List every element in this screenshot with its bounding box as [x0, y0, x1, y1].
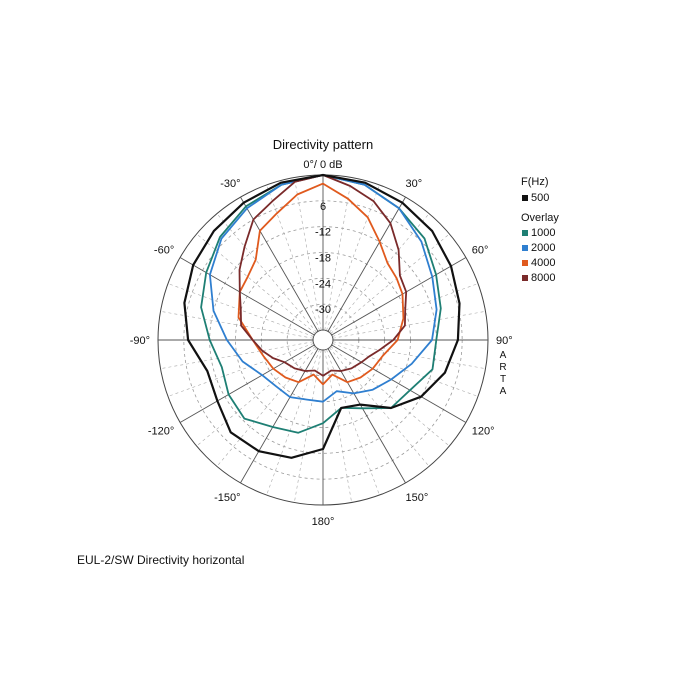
radial-tick-label: -24	[315, 278, 331, 290]
grid-spoke-minor	[329, 213, 430, 333]
grid-spoke-minor	[330, 233, 450, 334]
angle-tick-label: 150°	[406, 492, 429, 504]
grid-spoke-minor	[330, 346, 450, 447]
grid-spoke-major	[327, 348, 406, 484]
radial-tick-label: 6	[320, 201, 326, 213]
curve-4000	[237, 182, 405, 386]
watermark-letter: A	[500, 386, 507, 397]
radial-labels: 6 -12 -18 -24 -30	[315, 201, 331, 316]
grid-spoke-minor	[266, 184, 320, 331]
grid-spoke-major	[331, 344, 467, 423]
grid-spoke-minor	[326, 184, 380, 331]
curve-500	[183, 173, 461, 459]
angle-tick-label: -30°	[220, 178, 240, 190]
curve-2000	[209, 174, 438, 403]
grid-spoke-minor	[324, 177, 352, 331]
legend-swatch-2000	[522, 245, 528, 251]
grid-spoke-minor	[167, 283, 314, 337]
legend-header: F(Hz)	[521, 176, 549, 188]
angle-tick-label: 60°	[472, 245, 489, 257]
angle-tick-label: 90°	[496, 335, 513, 347]
grid-spoke-minor	[332, 341, 486, 369]
grid-spoke-minor	[167, 343, 314, 397]
angle-tick-label: 120°	[472, 426, 495, 438]
radial-tick-label: -12	[315, 227, 331, 239]
grid-spoke-minor	[294, 177, 322, 331]
angle-tick-label: -90°	[130, 335, 150, 347]
angle-tick-label: 30°	[406, 178, 423, 190]
watermark-letter: A	[500, 350, 507, 361]
arta-watermark: A R T A	[499, 350, 506, 397]
top-label: 0°/ 0 dB	[303, 159, 342, 171]
grid-spoke-minor	[196, 346, 316, 447]
grid-spoke-minor	[216, 213, 317, 333]
legend-swatch-500	[522, 195, 528, 201]
legend-label-2000: 2000	[531, 242, 555, 254]
grid-spoke-major	[179, 257, 315, 336]
legend: F(Hz) 500 Overlay 1000 2000 4000 8000	[521, 176, 559, 284]
inner-ring	[312, 329, 334, 351]
legend-overlay-header: Overlay	[521, 212, 559, 224]
angle-tick-label: -150°	[214, 492, 240, 504]
legend-swatch-8000	[522, 275, 528, 281]
radial-tick-label: -18	[315, 253, 331, 265]
angle-tick-label: -120°	[148, 426, 174, 438]
polar-grid	[157, 174, 489, 506]
legend-swatch-4000	[522, 260, 528, 266]
legend-label-4000: 4000	[531, 257, 555, 269]
grid-spoke-major	[331, 257, 467, 336]
curve-8000	[238, 174, 408, 377]
curve-1000	[200, 174, 442, 434]
grid-spoke-minor	[326, 349, 380, 496]
grid-spoke-major	[327, 196, 406, 332]
grid-spoke-minor	[332, 311, 486, 339]
grid-spoke-minor	[266, 349, 320, 496]
legend-label-1000: 1000	[531, 227, 555, 239]
legend-label-500: 500	[531, 192, 549, 204]
grid-spoke-minor	[332, 343, 479, 397]
watermark-letter: R	[499, 362, 506, 373]
curves	[183, 173, 461, 459]
grid-spoke-minor	[216, 347, 317, 467]
figure-caption: EUL-2/SW Directivity horizontal	[77, 553, 245, 567]
legend-swatch-1000	[522, 230, 528, 236]
grid-spoke-major	[240, 196, 319, 332]
angle-tick-label: 180°	[312, 516, 335, 528]
grid-spoke-minor	[160, 311, 314, 339]
grid-spoke-minor	[329, 347, 430, 467]
grid-spoke-minor	[332, 283, 479, 337]
chart-title: Directivity pattern	[273, 137, 373, 152]
angle-labels: -30° 30° -60° 60° -90° 90° -120° 120° -150° 150° 1…	[130, 178, 513, 528]
grid-spoke-minor	[324, 349, 352, 503]
grid-spoke-minor	[160, 341, 314, 369]
grid-spoke-minor	[294, 349, 322, 503]
angle-tick-label: -60°	[154, 245, 174, 257]
watermark-letter: T	[500, 374, 506, 385]
grid-spoke-minor	[196, 233, 316, 334]
legend-label-8000: 8000	[531, 272, 555, 284]
radial-tick-label: -30	[315, 304, 331, 316]
grid-spoke-major	[179, 344, 315, 423]
